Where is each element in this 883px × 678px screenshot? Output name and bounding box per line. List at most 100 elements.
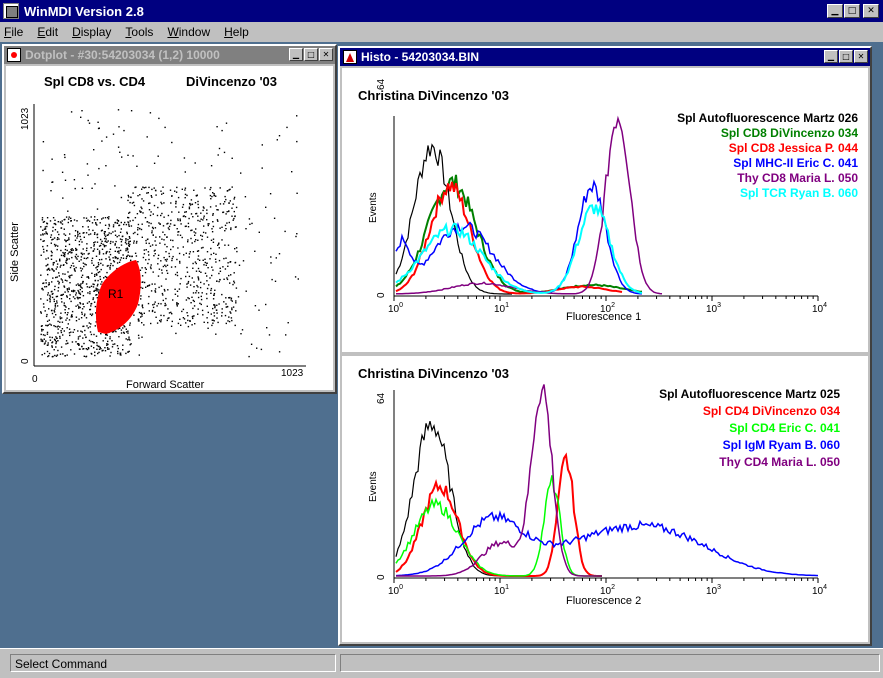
app-icon[interactable] <box>3 3 19 19</box>
scatter-point <box>129 255 131 257</box>
scatter-point <box>165 304 167 306</box>
histo-minimize-button[interactable]: ▁ <box>824 50 838 63</box>
scatter-point <box>127 154 129 156</box>
menu-help[interactable]: Help <box>224 25 249 39</box>
scatter-point <box>233 282 236 284</box>
menu-file[interactable]: File <box>4 25 24 39</box>
scatter-point <box>202 246 204 249</box>
menu-display[interactable]: Display <box>72 25 112 39</box>
scatter-point <box>82 232 84 234</box>
scatter-point <box>61 279 63 281</box>
scatter-point <box>54 339 57 342</box>
scatter-point <box>215 205 217 207</box>
scatter-point <box>86 276 88 278</box>
scatter-point <box>59 337 61 339</box>
scatter-point <box>80 286 82 288</box>
scatter-point <box>258 231 260 233</box>
scatter-point <box>59 353 62 355</box>
scatter-point <box>119 259 122 261</box>
minimize-button[interactable]: ▁ <box>827 4 843 18</box>
scatter-point <box>85 283 88 285</box>
scatter-point <box>46 333 49 335</box>
scatter-point <box>77 233 79 236</box>
histo-window[interactable]: Histo - 54203034.BIN ▁ □ ✕ Christina DiV… <box>338 46 872 646</box>
scatter-point <box>40 274 42 276</box>
scatter-point <box>67 221 69 224</box>
scatter-point <box>154 227 157 229</box>
scatter-point <box>70 314 73 317</box>
scatter-point <box>151 196 153 198</box>
scatter-point <box>98 345 100 348</box>
scatter-point <box>60 330 62 332</box>
scatter-point <box>63 252 65 255</box>
dotplot-maximize-button[interactable]: □ <box>304 48 318 61</box>
scatter-point <box>177 295 179 297</box>
scatter-point <box>87 276 89 278</box>
dotplot-close-button[interactable]: ✕ <box>319 48 333 61</box>
scatter-point <box>92 229 94 232</box>
scatter-point <box>176 302 178 304</box>
scatter-point <box>71 290 73 292</box>
maximize-button[interactable]: □ <box>844 4 860 18</box>
scatter-point <box>91 257 94 259</box>
dotplot-icon[interactable] <box>7 48 21 62</box>
scatter-point <box>66 259 68 261</box>
tick-label: 101 <box>494 302 509 315</box>
scatter-point <box>82 325 84 328</box>
histo-icon[interactable] <box>343 50 357 64</box>
scatter-point <box>139 269 142 271</box>
app-titlebar[interactable]: WinMDI Version 2.8 ▁ □ ✕ <box>0 0 883 22</box>
scatter-point <box>115 256 117 259</box>
scatter-point <box>250 343 253 345</box>
scatter-point <box>169 223 172 225</box>
scatter-point <box>134 186 136 189</box>
histo-close-button[interactable]: ✕ <box>854 50 868 63</box>
histo-panel-1[interactable]: Christina DiVincenzo '03 Spl Autofluores… <box>342 68 868 352</box>
scatter-point <box>151 283 153 285</box>
scatter-point <box>51 345 53 347</box>
menu-window[interactable]: Window <box>167 25 211 39</box>
scatter-point <box>58 272 60 274</box>
scatter-point <box>59 335 61 338</box>
scatter-point <box>197 276 199 278</box>
scatter-point <box>209 188 211 191</box>
scatter-point <box>56 326 58 328</box>
histo-maximize-button[interactable]: □ <box>839 50 853 63</box>
scatter-point <box>60 312 62 314</box>
scatter-point <box>100 242 103 244</box>
scatter-point <box>105 258 107 260</box>
region-r1[interactable] <box>95 260 141 334</box>
scatter-point <box>217 243 220 245</box>
scatter-point <box>198 259 201 261</box>
scatter-point <box>90 305 92 307</box>
scatter-point <box>41 219 44 221</box>
scatter-point <box>166 319 168 322</box>
scatter-point <box>152 304 154 306</box>
scatter-point <box>90 285 93 287</box>
scatter-point <box>140 228 143 231</box>
scatter-point <box>119 238 122 240</box>
scatter-point <box>206 212 208 215</box>
scatter-point <box>137 229 139 231</box>
close-button[interactable]: ✕ <box>863 4 879 18</box>
scatter-point <box>296 115 298 117</box>
scatter-point <box>73 268 76 270</box>
histo-titlebar[interactable]: Histo - 54203034.BIN ▁ □ ✕ <box>340 48 870 66</box>
dotplot-window[interactable]: Dotplot - #30:54203034 (1,2) 10000 ▁ □ ✕… <box>2 44 337 394</box>
scatter-point <box>204 187 206 189</box>
menu-edit[interactable]: Edit <box>37 25 59 39</box>
menu-tools[interactable]: Tools <box>125 25 154 39</box>
histo-panel-2[interactable]: Christina DiVincenzo '03 Spl Autofluores… <box>342 356 868 642</box>
dotplot-titlebar[interactable]: Dotplot - #30:54203034 (1,2) 10000 ▁ □ ✕ <box>4 46 335 64</box>
dotplot-canvas[interactable]: Spl CD8 vs. CD4 DiVincenzo '03 R1 0 1023… <box>6 66 333 391</box>
scatter-point <box>59 260 61 262</box>
scatter-point <box>93 283 95 286</box>
scatter-point <box>97 271 99 274</box>
dotplot-minimize-button[interactable]: ▁ <box>289 48 303 61</box>
scatter-point <box>180 324 182 326</box>
scatter-point <box>107 264 109 267</box>
scatter-point <box>149 202 151 204</box>
scatter-point <box>193 315 195 317</box>
scatter-point <box>40 238 42 241</box>
scatter-point <box>100 333 102 335</box>
